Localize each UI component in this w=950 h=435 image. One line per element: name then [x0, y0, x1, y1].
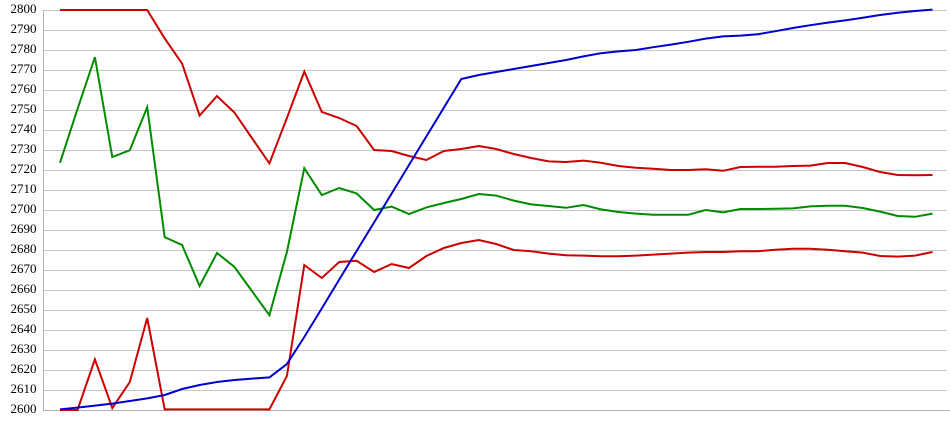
svg-text:2620: 2620 [11, 361, 37, 376]
svg-text:2800: 2800 [11, 1, 37, 16]
svg-text:2740: 2740 [11, 121, 37, 136]
svg-text:2630: 2630 [11, 341, 37, 356]
svg-text:2790: 2790 [11, 21, 37, 36]
svg-text:2600: 2600 [11, 401, 37, 416]
svg-text:2650: 2650 [11, 301, 37, 316]
svg-text:2780: 2780 [11, 41, 37, 56]
svg-text:2660: 2660 [11, 281, 37, 296]
svg-text:2720: 2720 [11, 161, 37, 176]
svg-text:2670: 2670 [11, 261, 37, 276]
svg-text:2680: 2680 [11, 241, 37, 256]
svg-text:2610: 2610 [11, 381, 37, 396]
svg-text:2770: 2770 [11, 61, 37, 76]
svg-text:2700: 2700 [11, 201, 37, 216]
svg-text:2750: 2750 [11, 101, 37, 116]
svg-text:2730: 2730 [11, 141, 37, 156]
svg-text:2760: 2760 [11, 81, 37, 96]
svg-text:2690: 2690 [11, 221, 37, 236]
svg-text:2640: 2640 [11, 321, 37, 336]
svg-text:2710: 2710 [11, 181, 37, 196]
